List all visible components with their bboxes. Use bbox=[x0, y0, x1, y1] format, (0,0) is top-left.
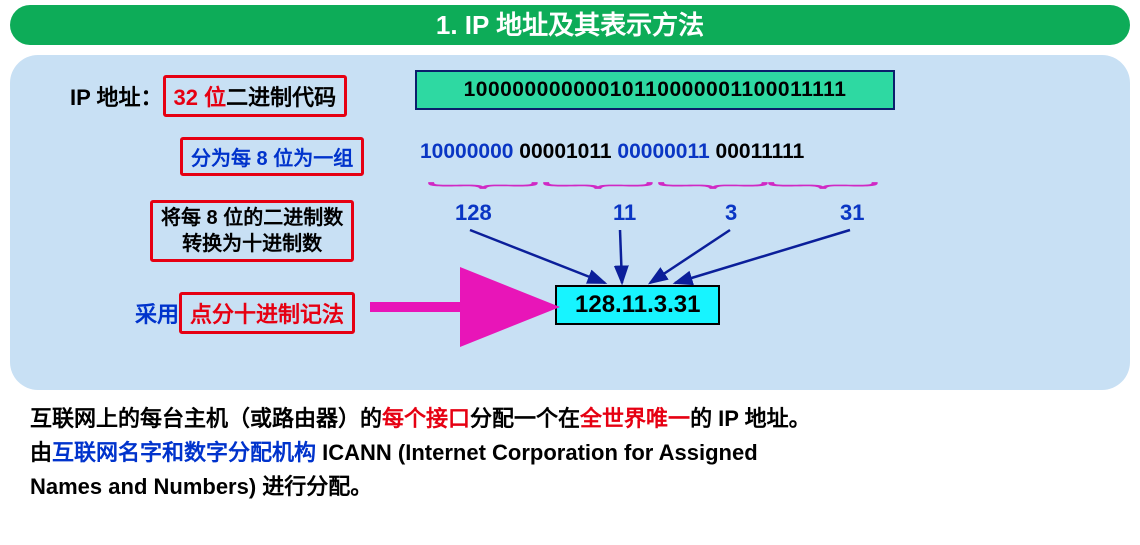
label-prefix: IP 地址： bbox=[70, 85, 163, 110]
f-l1a: 互联网上的每台主机（或路由器）的 bbox=[30, 406, 382, 431]
f-l1e: 的 IP 地址。 bbox=[690, 406, 811, 431]
f-l2c: ICANN (Internet Corporation for Assigned bbox=[316, 440, 758, 465]
dotted-prefix: 采用 bbox=[135, 302, 179, 327]
arrow-2 bbox=[620, 230, 622, 283]
dec-2: 11 bbox=[613, 200, 636, 226]
dec-1: 128 bbox=[455, 200, 492, 226]
dotted-box: 点分十进制记法 bbox=[179, 292, 355, 334]
ip-address-label: IP 地址：32 位二进制代码 bbox=[70, 75, 347, 117]
result-box: 128.11.3.31 bbox=[555, 285, 720, 325]
group8-box: 分为每 8 位为一组 bbox=[180, 137, 364, 176]
group-4: 00011111 bbox=[716, 140, 805, 163]
f-l1b: 每个接口 bbox=[382, 406, 470, 431]
f-l3: Names and Numbers) 进行分配。 bbox=[30, 474, 372, 499]
convert-box: 将每 8 位的二进制数 转换为十进制数 bbox=[150, 200, 354, 262]
convert-l1: 将每 8 位的二进制数 bbox=[161, 207, 343, 229]
title-bar: 1. IP 地址及其表示方法 bbox=[10, 5, 1130, 45]
result-text: 128.11.3.31 bbox=[575, 291, 700, 318]
title-text: 1. IP 地址及其表示方法 bbox=[436, 10, 704, 40]
f-l1d: 全世界唯一 bbox=[580, 406, 690, 431]
brace-2: ︸ bbox=[540, 175, 655, 211]
binary-groups: 10000000 00001011 00000011 00011111 bbox=[420, 140, 804, 164]
brace-3: ︸ bbox=[655, 175, 770, 211]
group-1: 10000000 bbox=[420, 140, 513, 163]
convert-l2: 转换为十进制数 bbox=[182, 233, 322, 255]
group8-text: 分为每 8 位为一组 bbox=[191, 148, 353, 170]
binary-full-text: 10000000000010110000001100011111 bbox=[464, 78, 847, 101]
arrow-4 bbox=[675, 230, 850, 283]
explanation-panel: IP 地址：32 位二进制代码 100000000000101100000011… bbox=[10, 55, 1130, 390]
arrow-3 bbox=[650, 230, 730, 283]
f-l2a: 由 bbox=[30, 440, 52, 465]
bits-box: 32 位二进制代码 bbox=[163, 75, 348, 117]
dotted-notation-label: 采用点分十进制记法 bbox=[135, 292, 355, 334]
bits-red: 32 位 bbox=[174, 85, 227, 110]
arrow-1 bbox=[470, 230, 605, 283]
dec-4: 31 bbox=[840, 200, 864, 226]
bits-suffix: 二进制代码 bbox=[226, 85, 336, 110]
group-3: 00000011 bbox=[617, 140, 709, 163]
dotted-red: 点分十进制记法 bbox=[190, 302, 344, 327]
footer-text: 互联网上的每台主机（或路由器）的每个接口分配一个在全世界唯一的 IP 地址。 由… bbox=[30, 402, 1110, 504]
dec-3: 3 bbox=[725, 200, 737, 226]
group-2: 00001011 bbox=[519, 140, 611, 163]
f-l2b: 互联网名字和数字分配机构 bbox=[52, 440, 316, 465]
f-l1c: 分配一个在 bbox=[470, 406, 580, 431]
binary-full-box: 10000000000010110000001100011111 bbox=[415, 70, 895, 110]
